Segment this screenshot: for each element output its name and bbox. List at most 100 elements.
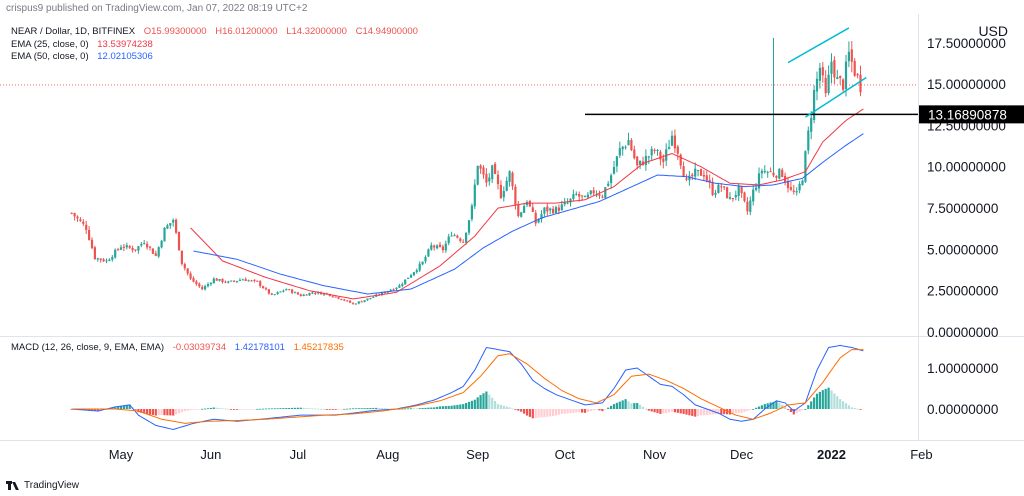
macd-histogram-bar: [702, 409, 705, 416]
macd-histogram-bar: [665, 409, 668, 414]
macd-histogram-bar: [340, 409, 343, 410]
candle-body: [82, 221, 85, 224]
candle-body: [351, 302, 355, 304]
macd-histogram-bar: [833, 393, 836, 409]
candle-body: [726, 187, 729, 199]
macd-histogram-bar: [836, 396, 839, 409]
macd-histogram-bar: [320, 408, 323, 410]
candle-body: [447, 236, 450, 244]
macd-histogram-bar: [447, 405, 450, 409]
tradingview-brand: TradingView: [6, 480, 79, 491]
candle-body: [453, 235, 456, 237]
macd-histogram-bar: [227, 408, 230, 410]
candle-body: [662, 158, 665, 163]
macd-histogram-bar: [476, 397, 479, 409]
candle-body: [134, 249, 137, 251]
macd-histogram-bar: [801, 409, 804, 411]
macd-histogram-bar: [172, 409, 175, 416]
macd-histogram-bar: [438, 406, 442, 409]
candle-body: [856, 74, 859, 76]
macd-histogram-bar: [615, 402, 618, 409]
candle-body: [728, 197, 732, 199]
low-value: L14.32000000: [286, 26, 347, 37]
candle-body: [346, 300, 349, 302]
macd-tick-label: 0.00000000: [927, 402, 998, 417]
candle-body: [546, 206, 549, 212]
candle-body: [99, 258, 102, 260]
candle-body: [813, 89, 816, 120]
candle-body: [354, 303, 357, 305]
candle-body: [404, 279, 407, 285]
macd-histogram-bar: [444, 406, 447, 409]
macd-histogram-bar: [583, 409, 587, 413]
macd-histogram-bar: [299, 407, 302, 409]
macd-histogram-bar: [401, 408, 404, 410]
macd-histogram-bar: [467, 401, 471, 409]
candle-body: [850, 49, 853, 62]
candle-body: [807, 130, 810, 151]
candle-body: [146, 243, 149, 248]
macd-histogram-bar: [201, 408, 204, 410]
candle-body: [401, 283, 404, 286]
macd-histogram-bar: [349, 408, 352, 410]
candle-body: [798, 183, 801, 191]
macd-histogram-bar: [752, 409, 755, 410]
candle-body: [459, 238, 462, 242]
macd-histogram-bar: [807, 405, 810, 409]
macd-histogram-bar: [592, 409, 595, 411]
macd-histogram-bar: [117, 406, 120, 409]
macd-histogram-bar: [412, 408, 415, 410]
macd-histogram-bar: [296, 407, 299, 409]
macd-histogram-bar: [610, 405, 613, 409]
macd-histogram-bar: [314, 408, 317, 410]
candle-body: [137, 246, 140, 251]
macd-histogram-bar: [372, 407, 375, 409]
macd-histogram-bar: [383, 408, 386, 410]
macd-histogram-bar: [653, 409, 656, 413]
macd-histogram-bar: [723, 409, 726, 415]
candle-body: [444, 243, 447, 251]
candle-body: [746, 201, 749, 212]
candle-body: [778, 168, 781, 179]
candle-body: [737, 185, 740, 197]
macd-histogram-bar: [122, 405, 125, 409]
candle-body: [314, 292, 317, 294]
macd-histogram-bar: [183, 409, 186, 412]
macd-histogram-bar: [293, 407, 297, 409]
candle-body: [717, 184, 720, 193]
candle-body: [227, 281, 230, 283]
candle-body: [462, 241, 465, 243]
candle-body: [499, 184, 502, 199]
candle-body: [334, 296, 337, 298]
candle-body: [830, 61, 833, 74]
macd-histogram-bar: [430, 407, 433, 409]
macd-histogram-bar: [827, 387, 830, 409]
macd-histogram-bar: [778, 402, 781, 409]
time-tick-label: Jun: [200, 447, 221, 462]
candle-body: [549, 208, 552, 211]
macd-histogram-bar: [784, 406, 787, 409]
macd-histogram-bar: [647, 409, 650, 411]
candle-body: [644, 156, 647, 165]
macd-histogram-bar: [134, 409, 137, 410]
candle-body: [810, 117, 813, 132]
candle-body: [786, 180, 790, 189]
candle-body: [183, 264, 186, 269]
candle-body: [70, 212, 73, 214]
macd-histogram-bar: [128, 404, 131, 409]
macd-histogram-bar: [288, 407, 291, 409]
candle-body: [673, 135, 676, 149]
brand-label: TradingView: [24, 480, 80, 491]
candle-body: [102, 259, 105, 262]
macd-tick-label: 1.00000000: [927, 361, 998, 376]
candle-body: [409, 275, 413, 278]
candle-body: [670, 135, 674, 146]
macd-histogram-bar: [114, 407, 117, 409]
published-credit: crispus9 published on TradingView.com, J…: [6, 3, 308, 14]
candle-body: [93, 247, 96, 260]
macd-histogram-bar: [525, 409, 529, 416]
macd-histogram-bar: [369, 407, 372, 409]
macd-histogram-bar: [839, 399, 842, 409]
close-value: C14.94900000: [355, 26, 418, 37]
